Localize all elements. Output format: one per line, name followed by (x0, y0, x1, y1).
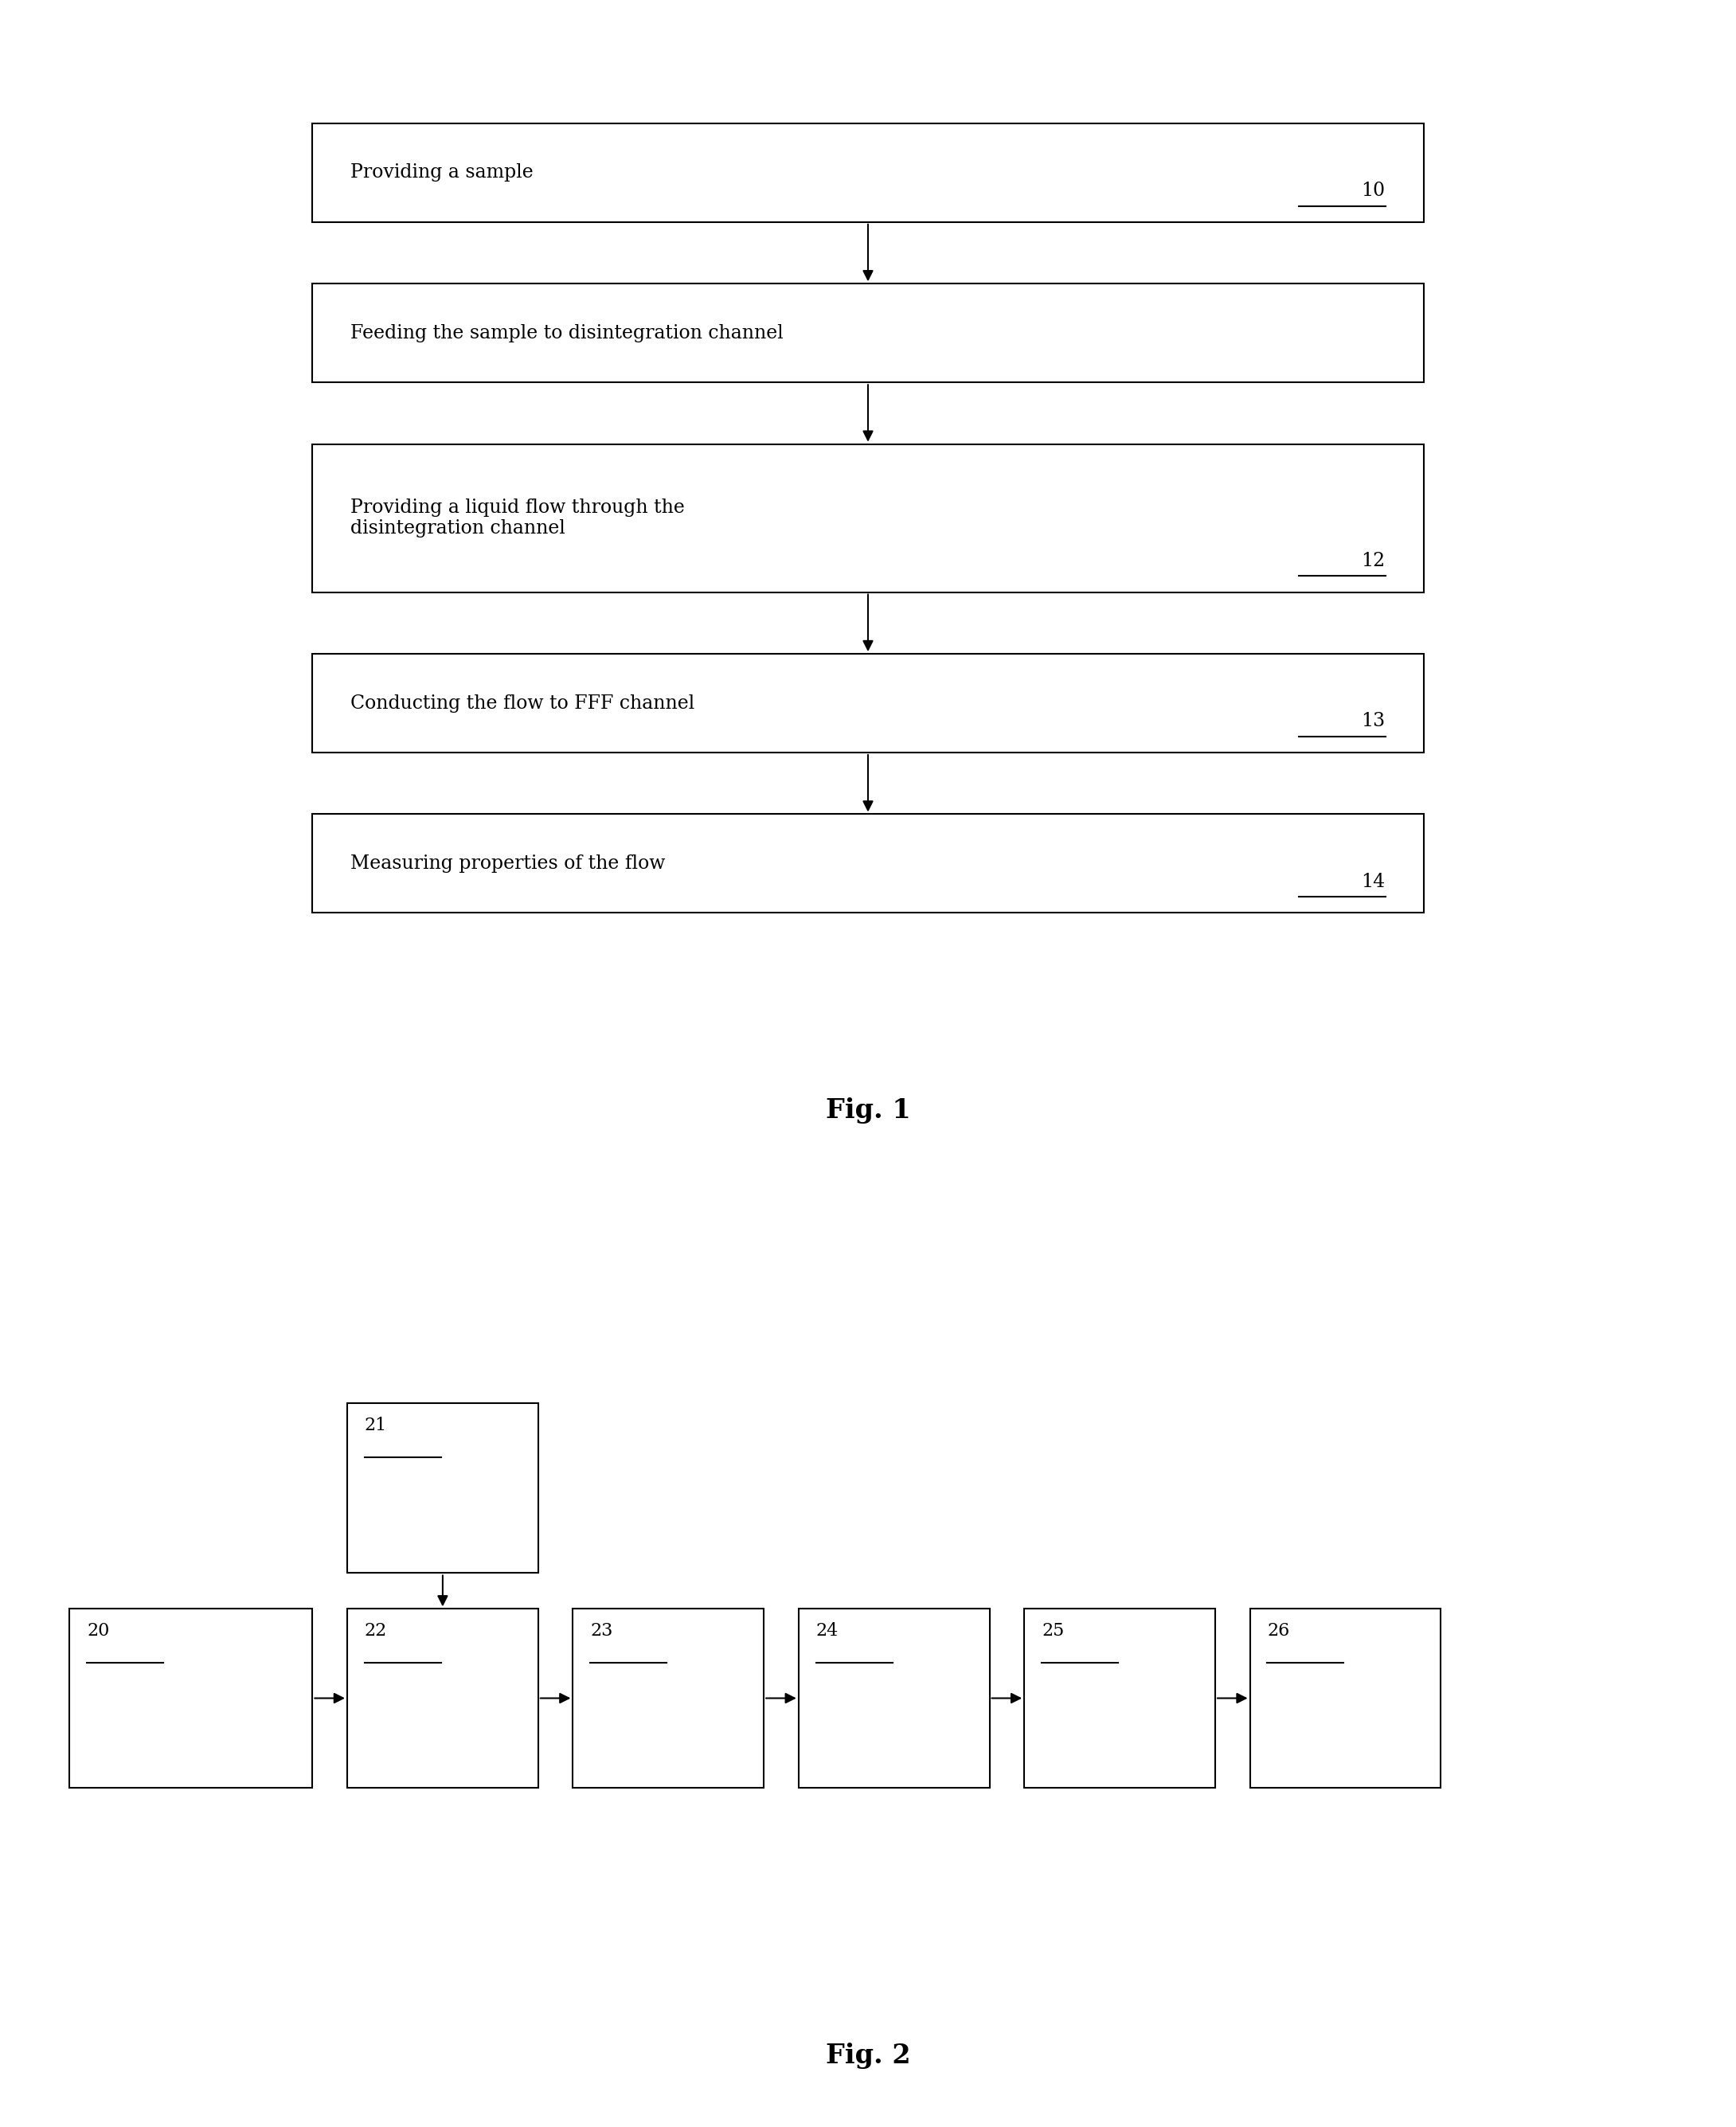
FancyBboxPatch shape (69, 1608, 312, 1787)
Text: 21: 21 (365, 1417, 387, 1434)
Text: Feeding the sample to disintegration channel: Feeding the sample to disintegration cha… (351, 323, 783, 342)
Text: Fig. 2: Fig. 2 (826, 2042, 910, 2070)
Text: Providing a sample: Providing a sample (351, 164, 533, 183)
FancyBboxPatch shape (312, 283, 1424, 383)
FancyBboxPatch shape (1024, 1608, 1215, 1787)
FancyBboxPatch shape (1250, 1608, 1441, 1787)
Text: Measuring properties of the flow: Measuring properties of the flow (351, 855, 665, 872)
Text: Conducting the flow to FFF channel: Conducting the flow to FFF channel (351, 693, 694, 713)
FancyBboxPatch shape (347, 1608, 538, 1787)
Text: 24: 24 (816, 1623, 838, 1640)
FancyBboxPatch shape (573, 1608, 764, 1787)
Text: 22: 22 (365, 1623, 387, 1640)
Text: Providing a liquid flow through the
disintegration channel: Providing a liquid flow through the disi… (351, 498, 686, 538)
Text: Fig. 1: Fig. 1 (826, 1098, 910, 1123)
FancyBboxPatch shape (312, 653, 1424, 753)
Text: 25: 25 (1042, 1623, 1064, 1640)
Text: 10: 10 (1361, 181, 1385, 200)
Text: 14: 14 (1361, 872, 1385, 891)
Text: 12: 12 (1361, 551, 1385, 570)
Text: 20: 20 (87, 1623, 109, 1640)
FancyBboxPatch shape (312, 815, 1424, 912)
FancyBboxPatch shape (799, 1608, 990, 1787)
Text: 23: 23 (590, 1623, 613, 1640)
Text: 13: 13 (1361, 713, 1385, 730)
FancyBboxPatch shape (312, 123, 1424, 221)
Text: 26: 26 (1267, 1623, 1290, 1640)
FancyBboxPatch shape (347, 1404, 538, 1574)
FancyBboxPatch shape (312, 445, 1424, 591)
